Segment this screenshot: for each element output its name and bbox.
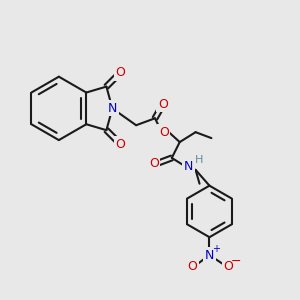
Text: O: O	[115, 66, 125, 79]
Text: N: N	[108, 102, 117, 115]
Text: O: O	[159, 126, 169, 139]
Text: N: N	[205, 248, 214, 262]
Text: O: O	[115, 138, 125, 151]
Text: O: O	[223, 260, 233, 273]
Text: +: +	[212, 244, 220, 254]
Text: O: O	[188, 260, 197, 273]
Text: −: −	[231, 254, 242, 268]
Text: O: O	[149, 158, 159, 170]
Text: O: O	[158, 98, 168, 111]
Text: H: H	[195, 155, 204, 165]
Text: N: N	[184, 160, 193, 173]
